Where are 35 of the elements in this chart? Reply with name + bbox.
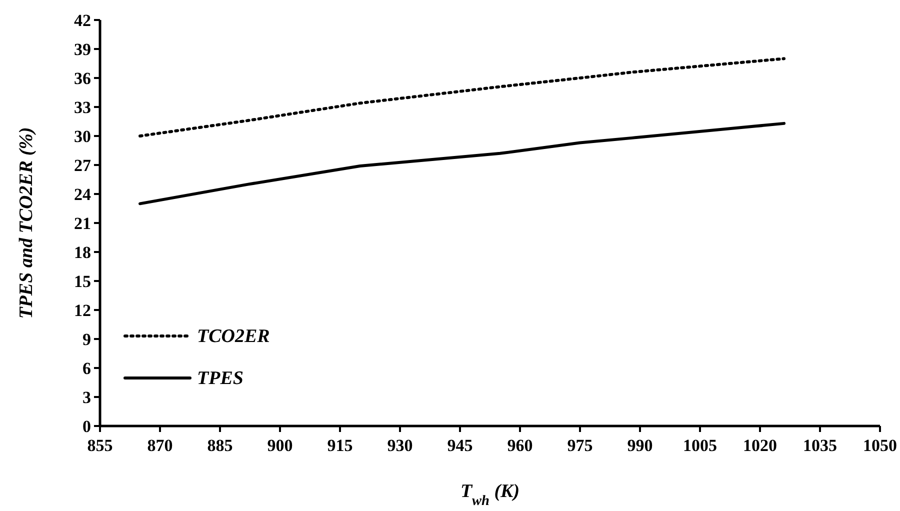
- line-series: [138, 122, 786, 206]
- legend-label: TPES: [197, 368, 244, 389]
- y-tick-label: 39: [74, 40, 91, 59]
- y-tick-label: 21: [74, 214, 91, 233]
- y-tick-label: 30: [74, 127, 91, 146]
- y-tick-label: 9: [82, 330, 91, 349]
- x-tick-label: 930: [387, 436, 413, 455]
- x-tick-label: 975: [567, 436, 593, 455]
- y-tick-label: 36: [74, 69, 91, 88]
- x-tick-label: 960: [507, 436, 533, 455]
- x-tick-label: 945: [447, 436, 473, 455]
- y-tick-label: 15: [74, 272, 91, 291]
- y-tick-label: 33: [74, 98, 91, 117]
- line-series: [138, 57, 786, 138]
- legend-label: TCO2ER: [197, 326, 270, 347]
- x-tick-label: 885: [207, 436, 233, 455]
- x-tick-label: 1035: [803, 436, 837, 455]
- y-tick-label: 12: [74, 301, 91, 320]
- y-axis-title: TPES and TCO2ER (%): [16, 127, 37, 319]
- y-tick-label: 42: [74, 11, 91, 30]
- y-tick-label: 27: [74, 156, 92, 175]
- x-axis-title: T$_{wh}$ (K): [460, 481, 520, 509]
- y-tick-label: 18: [74, 243, 91, 262]
- x-tick-label: 990: [627, 436, 653, 455]
- x-tick-label: 1005: [683, 436, 717, 455]
- y-tick-label: 3: [82, 388, 91, 407]
- y-tick-label: 24: [74, 185, 92, 204]
- x-tick-label: 900: [267, 436, 293, 455]
- x-tick-label: 870: [147, 436, 173, 455]
- x-tick-label: 1050: [863, 436, 897, 455]
- x-tick-label: 915: [327, 436, 353, 455]
- y-tick-label: 0: [82, 417, 91, 436]
- x-tick-label: 1020: [743, 436, 777, 455]
- x-tick-label: 855: [87, 436, 113, 455]
- y-tick-label: 6: [82, 359, 91, 378]
